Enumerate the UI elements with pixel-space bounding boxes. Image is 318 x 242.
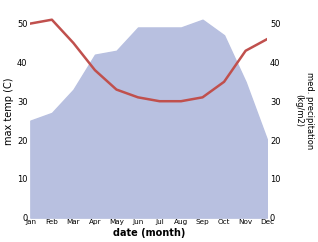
Y-axis label: med. precipitation
(kg/m2): med. precipitation (kg/m2) xyxy=(294,72,314,150)
Y-axis label: max temp (C): max temp (C) xyxy=(4,77,14,145)
X-axis label: date (month): date (month) xyxy=(113,228,185,238)
